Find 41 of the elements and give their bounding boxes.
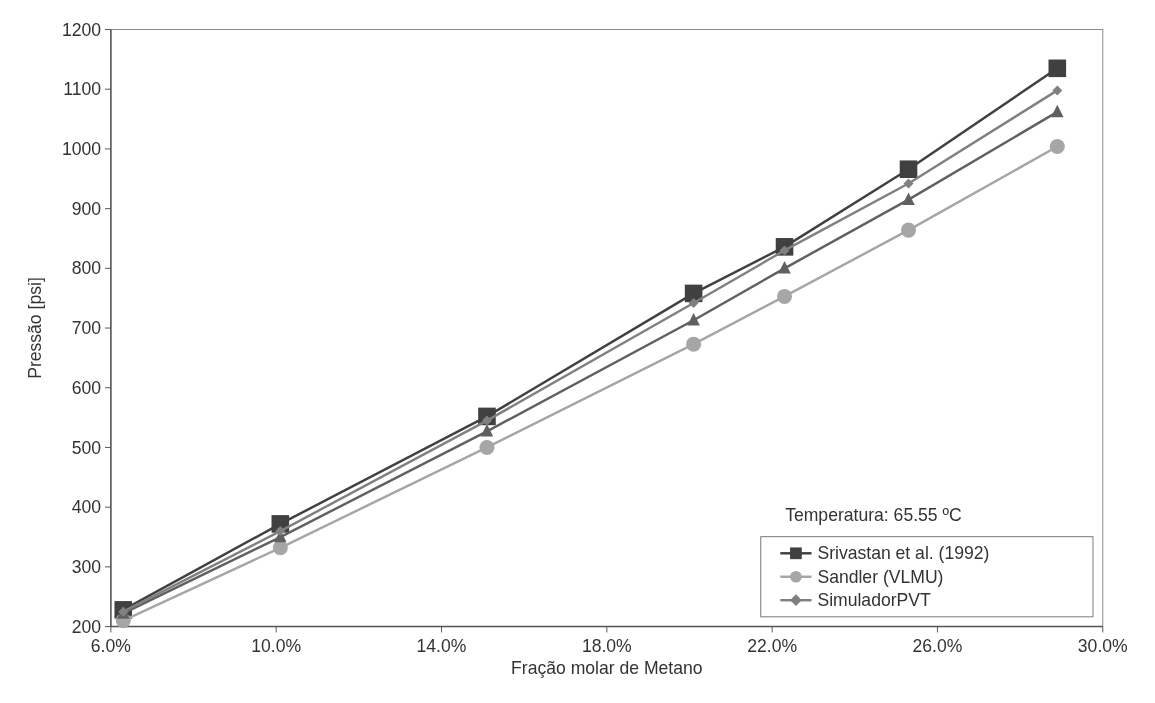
point bbox=[1051, 104, 1064, 118]
point bbox=[900, 222, 917, 238]
point bbox=[1048, 59, 1067, 78]
x-tick-label: 22.0% bbox=[747, 636, 798, 656]
legend-label: SimuladorPVT bbox=[817, 590, 931, 611]
x-tick-label: 10.0% bbox=[251, 636, 302, 656]
x-tick-label: 30.0% bbox=[1077, 636, 1128, 656]
point bbox=[688, 297, 699, 308]
y-tick-label: 1100 bbox=[63, 79, 102, 100]
y-tick-label: 1000 bbox=[61, 139, 102, 160]
y-tick-label: 600 bbox=[71, 377, 102, 398]
annotation: Temperatura: 65.55 ºC bbox=[785, 505, 962, 526]
x-axis-title: Fração molar de Metano bbox=[511, 657, 703, 678]
point bbox=[1049, 139, 1065, 155]
x-tick-label: 26.0% bbox=[912, 636, 963, 656]
point bbox=[687, 313, 700, 326]
y-tick-label: 900 bbox=[71, 198, 102, 219]
y-tick-label: 700 bbox=[71, 318, 102, 339]
x-tick-label: 14.0% bbox=[416, 636, 467, 656]
point bbox=[480, 424, 494, 437]
point bbox=[903, 178, 914, 189]
y-tick-label: 1200 bbox=[61, 19, 102, 40]
point bbox=[1052, 85, 1063, 96]
point bbox=[686, 336, 702, 352]
legend-label: Srivastan et al. (1992) bbox=[817, 543, 990, 564]
y-tick-label: 200 bbox=[71, 616, 102, 637]
point bbox=[275, 526, 286, 537]
point bbox=[479, 439, 495, 455]
y-tick-label: 800 bbox=[71, 258, 102, 279]
x-tick-label: 18.0% bbox=[581, 636, 632, 656]
point bbox=[899, 160, 918, 179]
y-tick-label: 400 bbox=[71, 497, 102, 518]
y-axis-title: Pressão [psi] bbox=[24, 277, 45, 379]
x-tick-label: 6.0% bbox=[90, 636, 131, 656]
point bbox=[272, 540, 288, 556]
point bbox=[778, 261, 791, 274]
point bbox=[902, 192, 915, 205]
y-tick-label: 500 bbox=[71, 437, 102, 458]
point bbox=[777, 288, 793, 304]
y-tick-label: 300 bbox=[71, 557, 102, 578]
legend-label: Sandler (VLMU) bbox=[817, 566, 944, 587]
